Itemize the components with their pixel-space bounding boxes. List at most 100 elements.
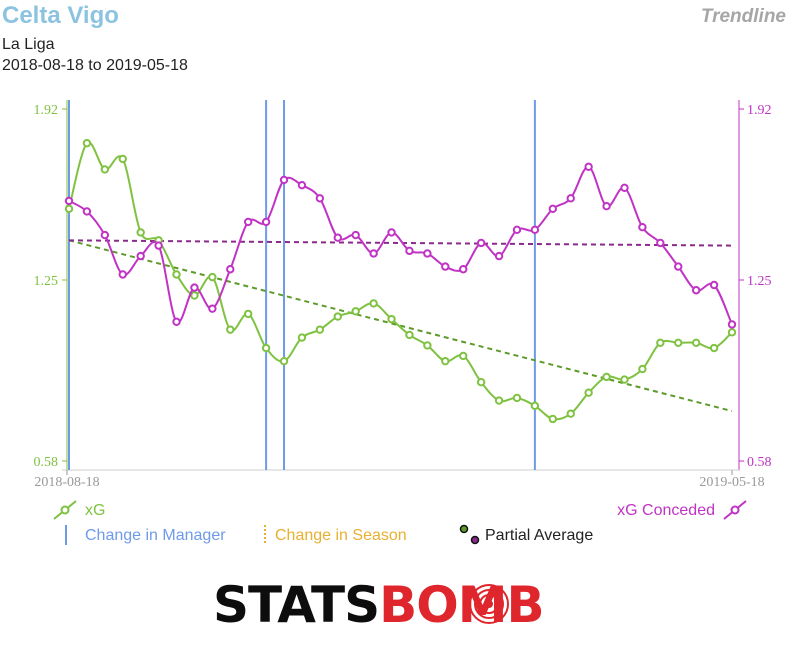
xg-conceded-point (691, 286, 701, 295)
xg-point (441, 356, 450, 366)
xg-conceded-point (387, 228, 396, 237)
xg-point (548, 414, 558, 424)
xg-point (190, 291, 199, 300)
xg-conceded-point (620, 183, 629, 193)
xg-conceded-point (315, 194, 325, 203)
xg-conceded-point (584, 162, 593, 171)
xg-point (118, 154, 127, 164)
partial-average-line (68, 239, 733, 247)
xg-conceded-point (190, 283, 199, 292)
manager-change-lines (68, 100, 536, 470)
xg-point (530, 401, 540, 411)
xg-point (405, 330, 414, 340)
right-tick-label-top: 1.92 (747, 103, 772, 118)
xg-conceded-point (100, 230, 110, 240)
xg-conceded-point (441, 262, 450, 271)
xg-conceded-point (333, 233, 342, 242)
xg-conceded-point (226, 265, 235, 274)
xg-conceded-point (154, 241, 163, 250)
xg-point (64, 204, 74, 214)
legend-xg-conceded-icon (723, 500, 747, 520)
xg-conceded-point (351, 230, 360, 240)
xg-conceded-point (64, 196, 74, 206)
xg-point (620, 375, 629, 384)
xg-conceded-point (602, 201, 611, 211)
xg-point (459, 351, 468, 361)
xg-point (82, 138, 92, 148)
left-tick-label-bottom: 0.58 (34, 455, 59, 470)
xg-point (512, 393, 522, 403)
xg-point (727, 328, 737, 337)
logo-part-stats: STATS (213, 576, 380, 634)
xg-conceded-point (459, 265, 468, 274)
xg-point (136, 228, 145, 237)
xg-point (709, 343, 719, 353)
view-label: Trendline (700, 6, 786, 27)
xg-conceded-point (530, 225, 540, 235)
xg-conceded-point (709, 280, 719, 290)
legend-partial-average-label: Partial Average (485, 527, 593, 544)
xg-point (279, 356, 289, 366)
xg-conceded-line (68, 165, 733, 325)
xg-line (68, 141, 733, 421)
xg-conceded-point (512, 225, 522, 235)
xg-conceded-point (82, 207, 92, 216)
xg-point (369, 299, 378, 308)
xg-point (172, 270, 181, 279)
xg-point (674, 338, 683, 347)
xg-conceded-point (566, 194, 575, 203)
xg-point (638, 364, 647, 374)
right-tick-label-mid: 1.25 (747, 274, 772, 289)
xg-conceded-point (656, 238, 665, 248)
date-range: 2018-08-18 to 2019-05-18 (2, 57, 188, 74)
xg-point (584, 388, 593, 397)
xg-conceded-point (297, 180, 307, 190)
xg-point (423, 341, 432, 350)
league-name: La Liga (2, 36, 55, 53)
xg-conceded-point (476, 238, 486, 248)
xg-point (656, 338, 665, 347)
xg-point (351, 307, 360, 316)
xg-conceded-point (405, 246, 414, 256)
legend-manager-label: Change in Manager (85, 527, 226, 544)
xg-conceded-point (172, 317, 181, 326)
xg-conceded-point (494, 251, 504, 261)
xg-conceded-point (638, 223, 647, 232)
partial-average-line (68, 239, 733, 413)
xg-point (691, 338, 701, 347)
target-logo-icon (469, 584, 509, 624)
series-layer (64, 138, 737, 424)
legend-xg-label: xG (85, 502, 105, 519)
left-tick-label-mid: 1.25 (34, 274, 59, 289)
xg-conceded-point (261, 217, 271, 227)
xg-point (476, 377, 486, 387)
xg-point (100, 165, 110, 174)
xg-conceded-point (208, 304, 217, 313)
xg-point (333, 312, 342, 321)
xg-conceded-point (279, 175, 289, 185)
xg-conceded-point (423, 249, 432, 258)
xg-conceded-point (136, 251, 145, 261)
statsbomb-logo: STATSBOMB (213, 580, 545, 630)
partial-average-lines (68, 239, 733, 413)
xg-point (566, 409, 575, 418)
logo-part-bomb: BOMB (379, 576, 544, 634)
xg-conceded-point (118, 270, 127, 279)
xg-point (226, 325, 235, 334)
xg-point (494, 396, 504, 405)
xg-point (208, 272, 217, 282)
legend-season-label: Change in Season (275, 527, 407, 544)
x-tick-label-end: 2019-05-18 (699, 475, 764, 490)
xg-conceded-point (369, 249, 378, 258)
xg-point (297, 333, 307, 342)
right-tick-label-bottom: 0.58 (747, 455, 772, 470)
xg-conceded-point (548, 204, 558, 214)
xg-point (261, 343, 271, 353)
xg-point (315, 325, 325, 334)
xg-conceded-point (674, 262, 683, 271)
left-tick-label-top: 1.92 (34, 103, 59, 118)
xg-conceded-point (243, 217, 253, 227)
legend-xg-conceded-label: xG Conceded (617, 502, 715, 519)
x-tick-label-start: 2018-08-18 (34, 475, 99, 490)
